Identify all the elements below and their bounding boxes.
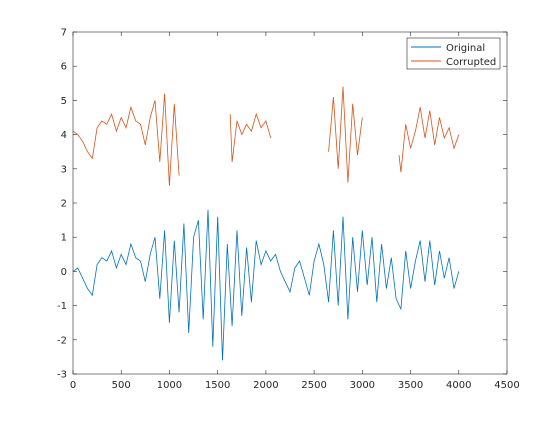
series-line-corrupted-segment-0 xyxy=(72,93,180,186)
legend-box xyxy=(406,37,501,70)
x-tick-label: 3000 xyxy=(350,380,375,391)
y-tick-label: 3 xyxy=(61,164,67,175)
legend: Original Corrupted xyxy=(406,37,501,70)
axes-background xyxy=(73,32,507,374)
x-tick-label: 4500 xyxy=(494,380,519,391)
y-tick-label: 1 xyxy=(61,233,67,244)
x-tick-label: 3500 xyxy=(398,380,423,391)
x-tick-label: 2000 xyxy=(253,380,278,391)
series-line-corrupted-segment-1 xyxy=(229,112,272,163)
x-tick-label: 500 xyxy=(112,380,131,391)
y-tick-label: 2 xyxy=(61,199,67,210)
y-tick-label: 6 xyxy=(61,62,67,73)
x-tick-label: 0 xyxy=(70,380,76,391)
series-line-original-segment-0 xyxy=(72,209,460,361)
x-tick-label: 4000 xyxy=(446,380,471,391)
legend-label-corrupted: Corrupted xyxy=(446,57,496,68)
x-tick-label: 2500 xyxy=(301,380,326,391)
axes-layer: 0 500 1000 1500 2000 2500 3000 3500 4000 4500 -3 -2… xyxy=(57,28,520,392)
y-tick-label: -2 xyxy=(57,335,67,346)
series-line-corrupted-segment-3 xyxy=(398,107,460,173)
y-tick-label: -1 xyxy=(57,301,67,312)
y-tick-label: 5 xyxy=(61,96,67,107)
legend-label-original: Original xyxy=(446,43,485,54)
y-tick-label: 4 xyxy=(61,130,67,141)
series-line-corrupted-segment-2 xyxy=(328,86,363,183)
y-tick-label: -3 xyxy=(57,370,67,381)
y-tick-label: 0 xyxy=(61,267,67,278)
x-tick-label: 1000 xyxy=(157,380,182,391)
x-tick-label: 1500 xyxy=(205,380,230,391)
y-tick-label: 7 xyxy=(61,28,67,39)
series-layer xyxy=(72,86,460,361)
